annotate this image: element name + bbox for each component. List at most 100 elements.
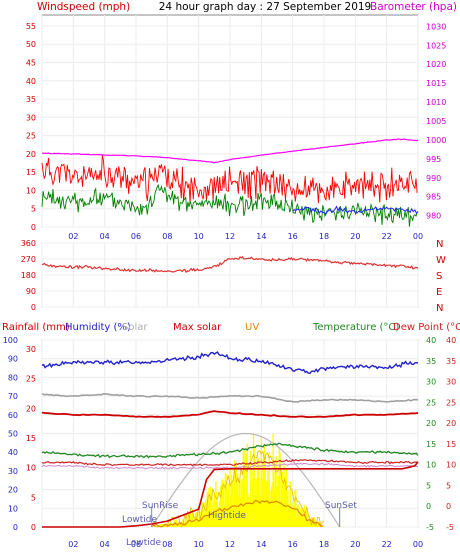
temperature-y-tick: 5 bbox=[426, 481, 431, 490]
solar-series bbox=[151, 450, 325, 528]
wind-y-tick: 5 bbox=[31, 205, 36, 214]
baro-y-tick: 985 bbox=[426, 193, 441, 202]
climate-x-tick: 16 bbox=[288, 540, 298, 549]
dewpoint-y-tick: 20 bbox=[446, 419, 456, 428]
solar-label: Solar bbox=[122, 322, 148, 333]
baro-y-tick: 990 bbox=[426, 174, 441, 183]
wind-y-tick: 0 bbox=[31, 223, 36, 232]
lowtide-label-2: Lowtide bbox=[126, 538, 161, 548]
dewpoint-y-tick: -5 bbox=[446, 523, 454, 532]
wind-x-tick: 14 bbox=[256, 232, 266, 241]
climate-x-tick: 06 bbox=[131, 540, 141, 549]
dewpoint-shadow-series bbox=[41, 462, 418, 470]
direction-y-tick: 180 bbox=[21, 271, 36, 280]
temperature-y-tick: 25 bbox=[426, 398, 436, 407]
wind-y-tick: 10 bbox=[26, 186, 36, 195]
humidity-label: Humidity (%) bbox=[65, 322, 131, 333]
temperature-series bbox=[41, 442, 419, 459]
wind-y-tick: 55 bbox=[26, 22, 36, 31]
wind-x-tick: 00 bbox=[413, 232, 423, 241]
humidity-y-tick: 80 bbox=[8, 373, 18, 382]
humidity-y-tick: 50 bbox=[8, 430, 18, 439]
temperature-y-tick: 40 bbox=[426, 336, 436, 345]
rainfall-label: Rainfall (mm) bbox=[2, 322, 70, 333]
grey-series bbox=[41, 392, 419, 403]
rain-y-tick: 15 bbox=[26, 434, 36, 443]
wind-y-tick: 30 bbox=[26, 113, 36, 122]
compass-n-bottom: N bbox=[436, 303, 443, 314]
climate-x-tick: 08 bbox=[162, 540, 172, 549]
dewpoint-y-tick: 30 bbox=[446, 378, 456, 387]
humidity-y-tick: 70 bbox=[8, 392, 18, 401]
wind-x-tick: 18 bbox=[319, 232, 329, 241]
dewpoint-y-tick: 40 bbox=[446, 336, 456, 345]
climate-x-tick: 22 bbox=[382, 540, 392, 549]
climate-x-tick: 10 bbox=[194, 540, 204, 549]
compass-e: E bbox=[436, 287, 442, 298]
sunrise-label: SunRise bbox=[142, 501, 179, 511]
wind-x-tick: 16 bbox=[288, 232, 298, 241]
dewpoint-y-tick: 0 bbox=[446, 502, 451, 511]
humidity-series bbox=[41, 351, 419, 375]
rain-y-tick: 25 bbox=[26, 375, 36, 384]
rain-y-tick: 10 bbox=[26, 464, 36, 473]
wind-x-tick: 10 bbox=[194, 232, 204, 241]
dewpoint-y-tick: 5 bbox=[446, 481, 451, 490]
uv-label: UV bbox=[245, 322, 259, 333]
dew-point-label: Dew Point (°C) bbox=[393, 322, 460, 333]
rain-y-tick: 5 bbox=[31, 493, 36, 502]
compass-w: W bbox=[436, 255, 446, 266]
uv-series bbox=[151, 499, 324, 528]
wind-y-tick: 45 bbox=[26, 59, 36, 68]
climate-x-tick: 14 bbox=[256, 540, 266, 549]
wind-y-tick: 15 bbox=[26, 168, 36, 177]
climate-x-tick: 18 bbox=[319, 540, 329, 549]
wind-x-tick: 08 bbox=[162, 232, 172, 241]
temperature-label: Temperature (°C) bbox=[312, 322, 399, 333]
wind-x-tick: 22 bbox=[382, 232, 392, 241]
lowtide-label: Lowtide bbox=[122, 515, 157, 525]
wind-y-tick: 40 bbox=[26, 77, 36, 86]
direction-y-tick: 360 bbox=[21, 239, 36, 248]
average-wind-series bbox=[41, 183, 418, 227]
rain-y-tick: 20 bbox=[26, 404, 36, 413]
humidity-y-tick: 60 bbox=[8, 411, 18, 420]
wind-x-tick: 20 bbox=[350, 232, 360, 241]
dewpoint-y-tick: 35 bbox=[446, 357, 456, 366]
hightide-label: Hightide bbox=[208, 511, 246, 521]
dewpoint-y-tick: 10 bbox=[446, 461, 456, 470]
baro-y-tick: 1010 bbox=[426, 98, 446, 107]
wind-y-tick: 20 bbox=[26, 150, 36, 159]
humidity-y-tick: 100 bbox=[3, 336, 18, 345]
climate-x-tick: 00 bbox=[413, 540, 423, 549]
rain-y-tick: 0 bbox=[31, 523, 36, 532]
baro-y-tick: 980 bbox=[426, 212, 441, 221]
humidity-y-tick: 30 bbox=[8, 467, 18, 476]
climate-x-tick: 12 bbox=[225, 540, 235, 549]
barometer-label: Barometer (hpa) bbox=[370, 1, 457, 13]
sunset-label: SunSet bbox=[325, 501, 357, 511]
temperature-y-tick: -5 bbox=[426, 523, 434, 532]
wind-x-tick: 02 bbox=[68, 232, 78, 241]
temperature-y-tick: 35 bbox=[426, 357, 436, 366]
max-solar-series bbox=[41, 410, 419, 419]
graph-title: 24 hour graph day : 27 September 2019 bbox=[159, 1, 371, 13]
baro-y-tick: 995 bbox=[426, 155, 441, 164]
rainfall-series bbox=[42, 461, 419, 528]
humidity-y-tick: 40 bbox=[8, 448, 18, 457]
climate-x-tick: 02 bbox=[68, 540, 78, 549]
compass-s: S bbox=[436, 271, 442, 282]
wind-y-tick: 25 bbox=[26, 132, 36, 141]
wind-y-tick: 35 bbox=[26, 95, 36, 104]
direction-y-tick: 270 bbox=[21, 255, 36, 264]
wind-x-tick: 04 bbox=[100, 232, 110, 241]
humidity-y-tick: 20 bbox=[8, 486, 18, 495]
windspeed-label: Windspeed (mph) bbox=[37, 1, 130, 13]
temperature-y-tick: 0 bbox=[426, 502, 431, 511]
baro-y-tick: 1030 bbox=[426, 22, 446, 31]
wind-blue-series bbox=[292, 205, 419, 215]
humidity-y-tick: 90 bbox=[8, 355, 18, 364]
temperature-y-tick: 10 bbox=[426, 461, 436, 470]
humidity-y-tick: 0 bbox=[13, 523, 18, 532]
